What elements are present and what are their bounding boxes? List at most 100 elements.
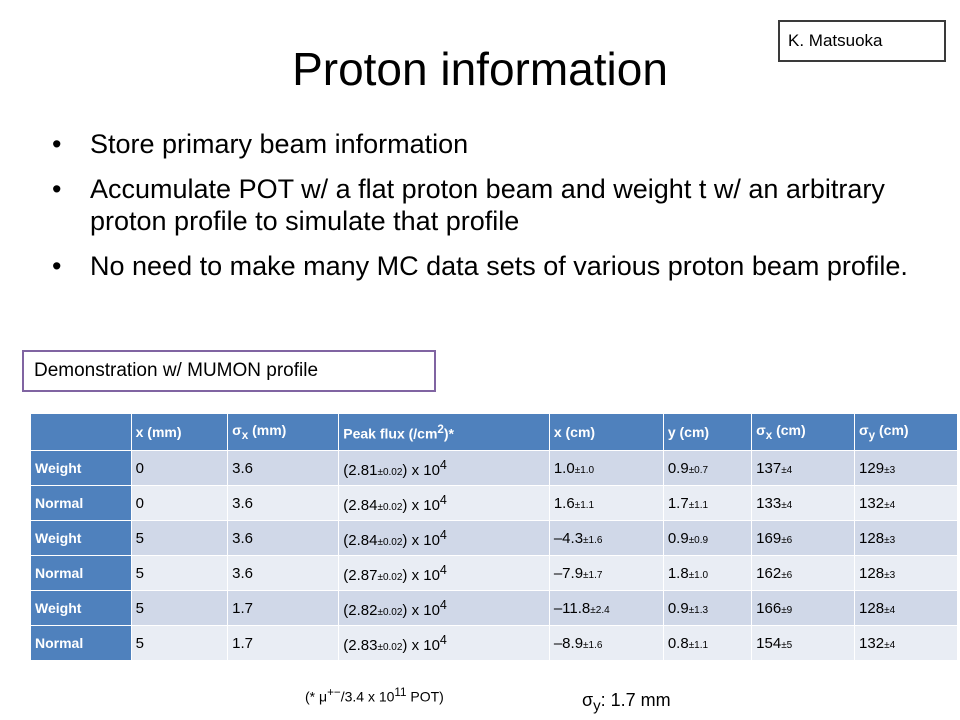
- sup: 4: [439, 632, 447, 647]
- table-cell: 1.7: [227, 590, 340, 626]
- text: (2.87: [343, 566, 378, 584]
- table-cell: 5: [130, 590, 229, 626]
- table-cell: 5: [130, 625, 229, 661]
- error: ±0.7: [688, 464, 709, 476]
- text: 1.7: [667, 494, 689, 512]
- table-cell: 3.6: [227, 485, 340, 521]
- table-row: Weight 5 1.7 (2.82±0.02) x 104 –11.8±2.4 0.9±…: [30, 590, 958, 626]
- table-cell: 132±4: [854, 625, 958, 661]
- text: 1.0: [553, 459, 575, 477]
- text: 3.6: [232, 494, 254, 512]
- text: 133: [756, 494, 782, 512]
- error: ±1.1: [688, 639, 709, 651]
- sup: +−: [327, 686, 341, 699]
- text: 5: [135, 529, 144, 547]
- header-cell: [30, 413, 132, 451]
- sup: 4: [439, 597, 447, 612]
- error: ±0.02: [377, 571, 403, 583]
- text: 129: [859, 459, 885, 477]
- text: (cm): [772, 422, 806, 439]
- table-cell: 129±3: [854, 450, 958, 486]
- table-cell: (2.84±0.02) x 104: [338, 485, 550, 521]
- text: (2.81: [343, 461, 378, 479]
- text: 132: [859, 494, 885, 512]
- table-cell: 1.7: [227, 625, 340, 661]
- text: σ: [756, 422, 766, 439]
- text: (cm): [875, 422, 909, 439]
- sigma-note: σy: 1.7 mm: [582, 690, 671, 715]
- table-cell: 3.6: [227, 520, 340, 556]
- text: 132: [859, 634, 885, 652]
- table-cell: –8.9±1.6: [548, 625, 664, 661]
- table-cell: 0.9±0.7: [662, 450, 753, 486]
- table-cell: 169±6: [751, 520, 856, 556]
- text: 5: [135, 599, 144, 617]
- error: ±9: [781, 604, 793, 616]
- text: (2.84: [343, 531, 378, 549]
- text: Normal: [35, 635, 84, 651]
- text: : 1.7 mm: [600, 690, 671, 710]
- text: σ: [582, 690, 594, 710]
- table-cell: –11.8±2.4: [548, 590, 664, 626]
- text: –7.9: [553, 564, 584, 582]
- table-cell: Weight: [30, 450, 132, 486]
- header-cell: x (cm): [548, 413, 664, 451]
- sup: 2: [437, 422, 444, 436]
- text: 137: [756, 459, 782, 477]
- table-cell: 3.6: [227, 450, 340, 486]
- table-cell: (2.83±0.02) x 104: [338, 625, 550, 661]
- bullet: Accumulate POT w/ a flat proton beam and…: [52, 173, 912, 237]
- table-row: Normal 5 1.7 (2.83±0.02) x 104 –8.9±1.6 0.8±1…: [30, 625, 958, 661]
- table-cell: (2.82±0.02) x 104: [338, 590, 550, 626]
- table-cell: –4.3±1.6: [548, 520, 664, 556]
- table-cell: 0: [130, 450, 229, 486]
- sup: 11: [394, 686, 407, 699]
- text: 0.9: [667, 459, 689, 477]
- text: –8.9: [553, 634, 584, 652]
- table-cell: 0: [130, 485, 229, 521]
- sub: y: [593, 697, 601, 715]
- text: x (mm): [135, 424, 182, 440]
- text: (* μ: [305, 688, 328, 705]
- table-cell: (2.81±0.02) x 104: [338, 450, 550, 486]
- error: ±1.1: [688, 499, 709, 511]
- table-cell: Normal: [30, 555, 132, 591]
- error: ±0.02: [377, 501, 403, 513]
- text: 128: [859, 599, 885, 617]
- text: ) x 10: [402, 566, 440, 584]
- text: (2.83: [343, 636, 378, 654]
- error: ±6: [781, 534, 793, 546]
- table-cell: Normal: [30, 625, 132, 661]
- bullet: Store primary beam information: [52, 128, 912, 160]
- table-cell: 5: [130, 555, 229, 591]
- error: ±4: [781, 499, 793, 511]
- text: (2.84: [343, 496, 378, 514]
- text: 154: [756, 634, 782, 652]
- text: 1.6: [553, 494, 575, 512]
- sub: x: [765, 428, 773, 442]
- error: ±3: [884, 569, 896, 581]
- text: 5: [135, 634, 144, 652]
- text: 1.8: [667, 564, 689, 582]
- table-cell: 166±9: [751, 590, 856, 626]
- table-cell: (2.87±0.02) x 104: [338, 555, 550, 591]
- text: σ: [232, 422, 242, 439]
- table-cell: 132±4: [854, 485, 958, 521]
- error: ±4: [884, 499, 896, 511]
- text: 162: [756, 564, 782, 582]
- error: ±1.7: [583, 569, 603, 581]
- error: ±1.0: [574, 464, 595, 476]
- table-cell: 1.8±1.0: [662, 555, 753, 591]
- sub: y: [868, 428, 876, 442]
- header-cell: x (mm): [130, 413, 229, 451]
- error: ±1.6: [583, 534, 603, 546]
- table-cell: 0.9±0.9: [662, 520, 753, 556]
- bullet-list: Store primary beam information Accumulate…: [52, 128, 912, 295]
- text: Normal: [35, 495, 84, 511]
- text: y (cm): [667, 424, 710, 440]
- text: ) x 10: [402, 531, 440, 549]
- text: )*: [443, 425, 455, 442]
- sup: 4: [439, 457, 447, 472]
- table-cell: Normal: [30, 485, 132, 521]
